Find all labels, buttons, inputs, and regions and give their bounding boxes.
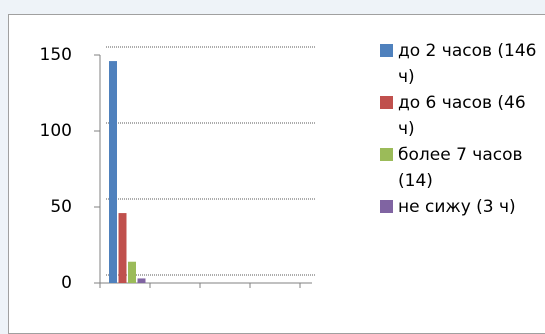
bar <box>137 278 146 283</box>
legend: до 2 часов (146 ч) до 6 часов (46 ч) более… <box>380 38 545 220</box>
legend-item: до 2 часов (146 ч) <box>380 38 545 90</box>
chart: 0 50 100 150 <box>40 45 316 293</box>
chart-frame <box>8 14 545 334</box>
page: 0 50 100 150 до 2 часов (146 ч) до 6 часов (… <box>8 14 545 334</box>
legend-label: до 6 часов (46 ч) <box>398 93 526 139</box>
y-tick-label: 100 <box>40 121 72 141</box>
legend-swatch <box>380 96 393 109</box>
legend-swatch <box>380 44 393 57</box>
y-tick-label: 150 <box>40 45 72 65</box>
y-tick-label: 50 <box>50 197 72 217</box>
legend-label: до 2 часов (146 ч) <box>398 41 537 87</box>
legend-item: не сижу (3 ч) <box>380 194 545 220</box>
legend-label: не сижу (3 ч) <box>398 197 516 217</box>
legend-swatch <box>380 200 393 213</box>
legend-item: более 7 часов (14) <box>380 142 545 194</box>
bar <box>128 261 136 283</box>
legend-swatch <box>380 148 393 161</box>
bar <box>118 213 127 283</box>
legend-label: более 7 часов (14) <box>398 145 523 191</box>
legend-item: до 6 часов (46 ч) <box>380 90 545 142</box>
bar <box>109 61 117 283</box>
y-tick-label: 0 <box>61 273 72 293</box>
